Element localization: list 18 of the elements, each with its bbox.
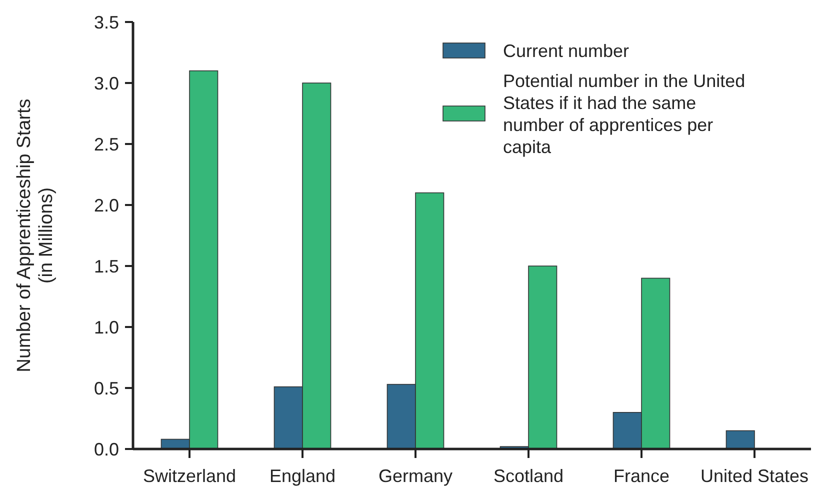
legend-label: Potential number in the United States if it had the same number of apprentices per capita xyxy=(503,71,746,157)
y-axis-title: Number of Apprenticeship Starts (in Millions) xyxy=(14,98,57,372)
y-tick-label: 3.5 xyxy=(94,12,119,32)
y-tick-label: 1.0 xyxy=(94,317,119,338)
legend-label: Current number xyxy=(503,41,630,61)
x-tick-label: France xyxy=(613,466,670,486)
y-tick-label: 0.0 xyxy=(94,439,119,460)
y-tick-label: 1.5 xyxy=(94,256,119,276)
x-tick-label: United States xyxy=(700,466,809,486)
x-tick-label: Scotland xyxy=(493,466,564,486)
x-tick-label: England xyxy=(269,466,336,486)
y-tick-label: 2.0 xyxy=(94,195,119,216)
bar xyxy=(726,430,755,450)
y-tick-label: 0.5 xyxy=(94,378,119,398)
x-tick-label: Germany xyxy=(378,466,453,486)
y-tick-label: 3.0 xyxy=(94,73,119,94)
x-tick-label: Switzerland xyxy=(142,466,236,486)
y-tick-label: 2.5 xyxy=(94,134,119,154)
